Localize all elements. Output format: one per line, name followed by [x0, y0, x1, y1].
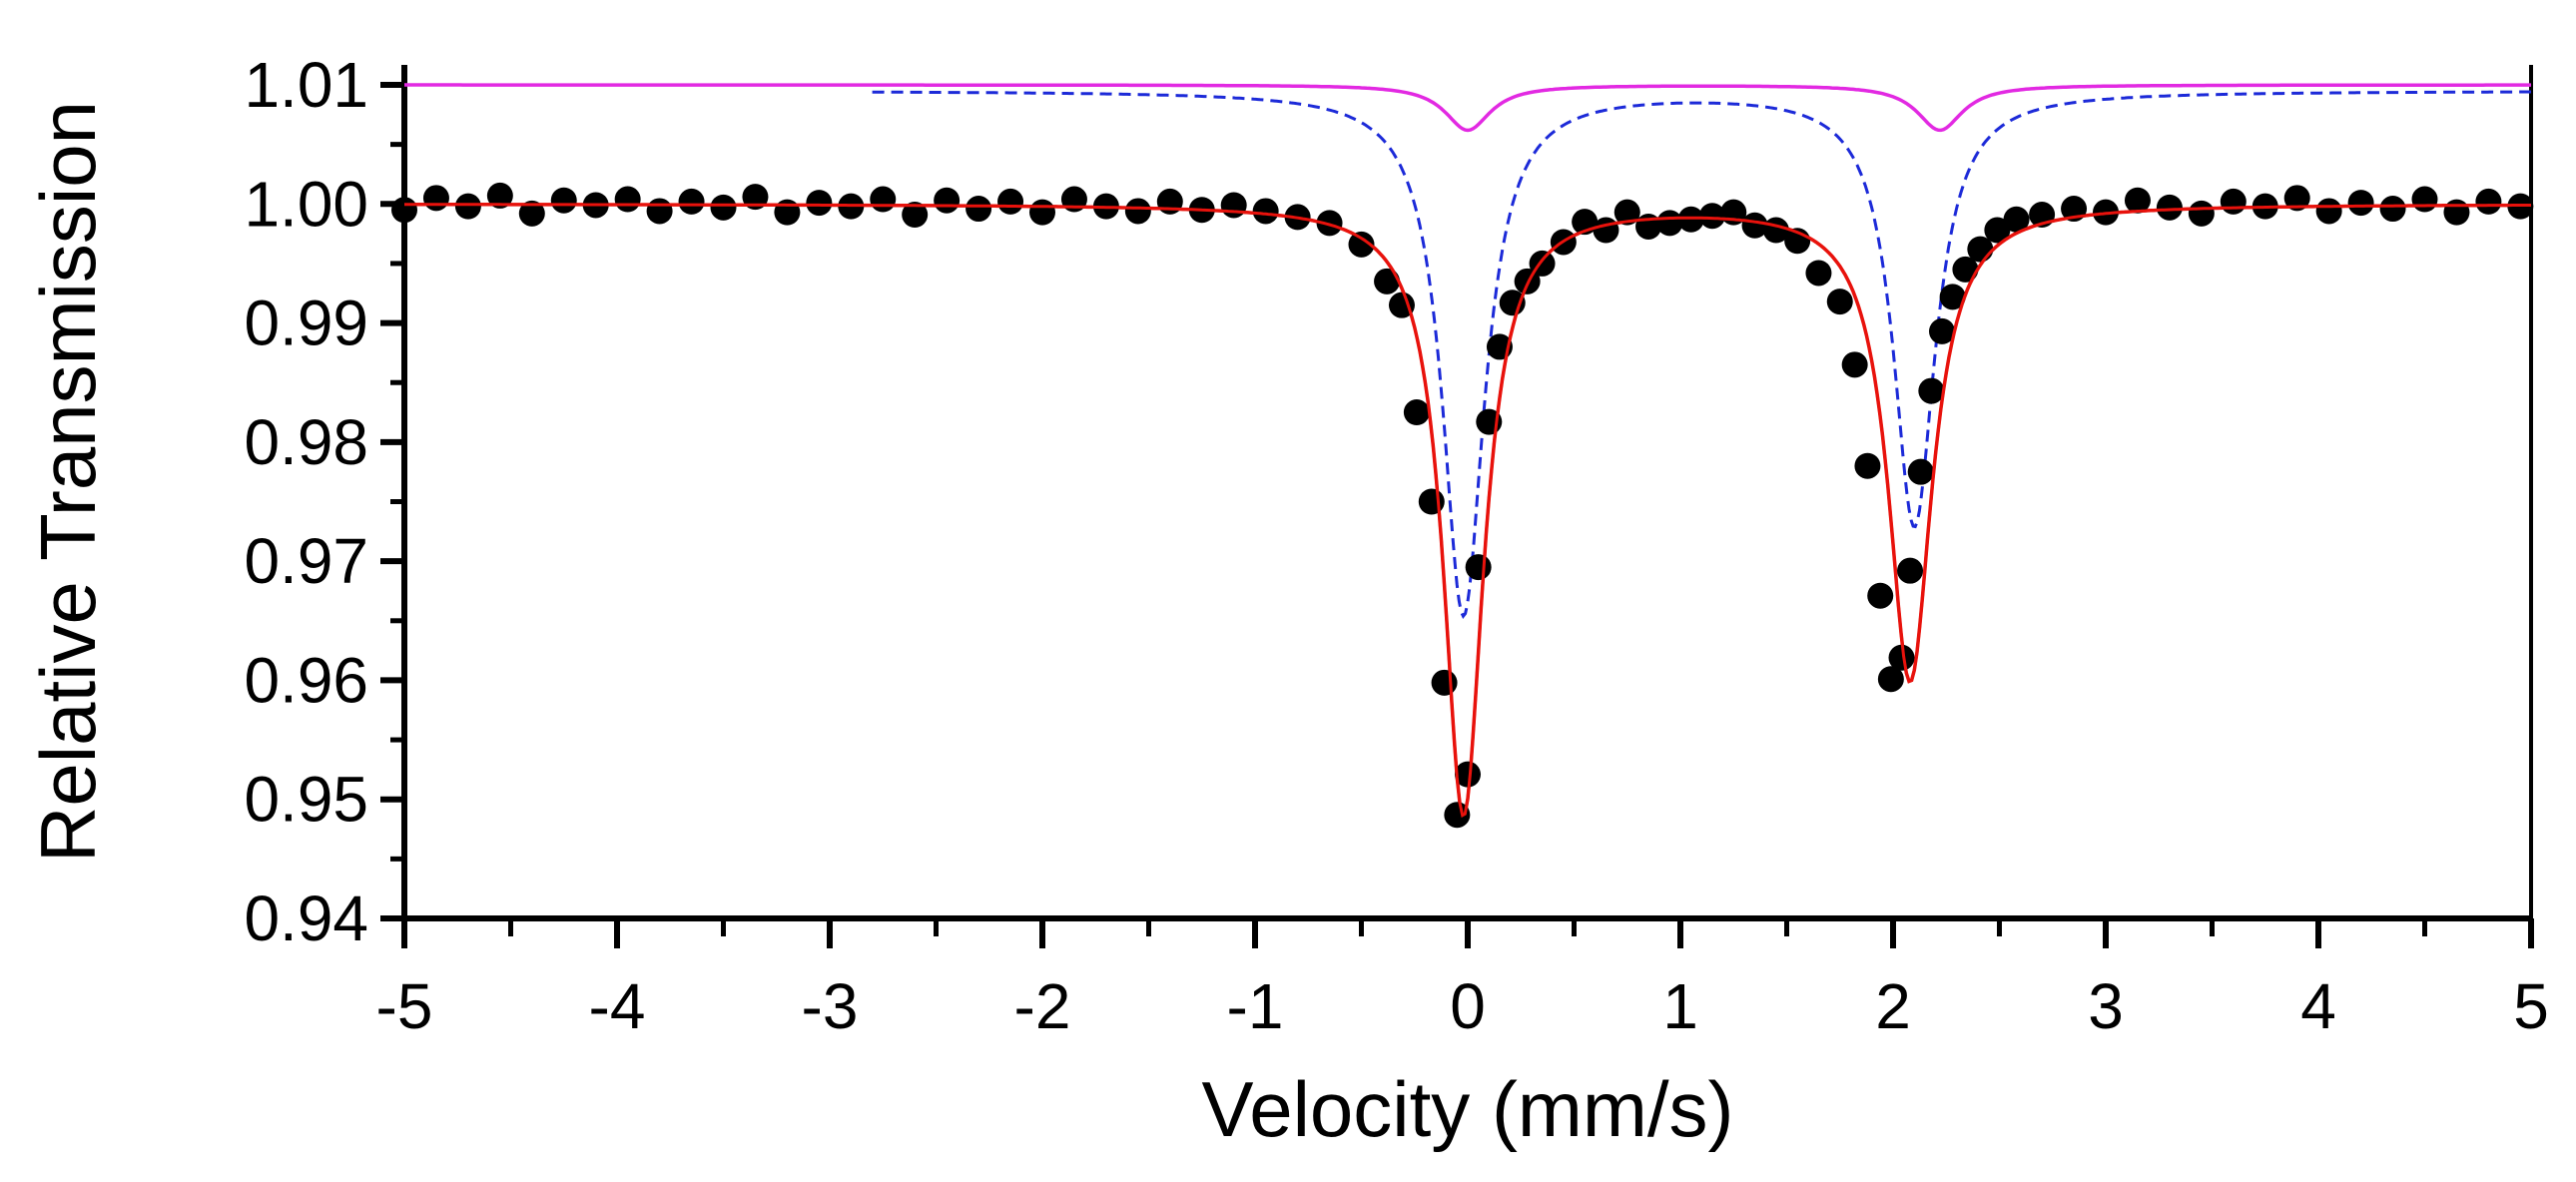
data-point	[710, 194, 737, 221]
component-1-dashed--line	[872, 90, 2531, 619]
x-tick-label: -3	[802, 970, 859, 1042]
data-point	[678, 188, 705, 215]
y-axis-ticks: 0.94 0.95 0.96 0.97 0.98 0.99 1.00 1.01	[244, 49, 404, 954]
data-point	[1316, 210, 1343, 237]
data-point	[1431, 669, 1458, 696]
fit-lines	[404, 83, 2531, 819]
data-point	[1928, 317, 1955, 344]
data-point	[742, 184, 769, 211]
data-point	[2475, 188, 2502, 215]
x-axis-title: Velocity (mm/s)	[1201, 1065, 1733, 1153]
data-point	[1897, 557, 1924, 584]
x-tick-label: -4	[589, 970, 646, 1042]
y-tick-label: 0.96	[244, 644, 368, 716]
x-tick-label: -1	[1227, 970, 1284, 1042]
data-point	[902, 202, 929, 229]
x-tick-label: 2	[1875, 970, 1911, 1042]
data-point	[454, 193, 481, 220]
data-point	[1854, 452, 1881, 479]
data-point	[1418, 488, 1445, 515]
data-point	[1613, 199, 1640, 226]
data-point	[1939, 284, 1966, 310]
data-point	[1156, 188, 1183, 215]
data-point	[1907, 458, 1934, 485]
data-point	[2379, 196, 2406, 223]
x-tick-label: 4	[2300, 970, 2336, 1042]
data-points	[391, 182, 2534, 829]
x-axis-ticks: -5 -4 -3 -2 -1 0 1 2 3 4 5	[376, 918, 2549, 1042]
x-tick-label: 3	[2088, 970, 2124, 1042]
data-point	[997, 188, 1024, 215]
data-point	[486, 182, 513, 209]
data-point	[646, 198, 673, 225]
data-point	[1444, 802, 1471, 829]
y-axis-title: Relative Transmission	[24, 101, 112, 863]
data-point	[1888, 644, 1915, 671]
data-point	[1826, 289, 1853, 315]
data-point	[2411, 186, 2438, 213]
y-tick-label: 0.97	[244, 525, 368, 597]
total-fit-overlay-line	[404, 203, 2531, 818]
data-point	[1348, 231, 1375, 258]
data-point	[2124, 187, 2151, 214]
data-point	[806, 190, 833, 217]
data-point	[870, 186, 897, 213]
y-tick-label: 0.95	[244, 764, 368, 836]
data-point	[2188, 200, 2215, 227]
y-tick-label: 0.99	[244, 288, 368, 359]
data-point	[2156, 194, 2183, 221]
data-point	[1220, 192, 1247, 219]
total-fit-line	[404, 203, 2531, 819]
data-point	[550, 187, 577, 214]
y-tick-label: 0.98	[244, 406, 368, 478]
data-point	[1698, 203, 1725, 230]
data-point	[1918, 377, 1945, 404]
data-point	[2315, 198, 2342, 225]
data-point	[2347, 190, 2374, 217]
data-point	[614, 186, 641, 213]
data-point	[1465, 554, 1492, 581]
component-2-magenta--line	[404, 83, 2531, 133]
data-point	[2220, 188, 2247, 215]
data-point	[1124, 198, 1151, 225]
data-point	[1841, 351, 1868, 378]
data-point	[2003, 206, 2030, 233]
x-tick-label: -5	[376, 970, 433, 1042]
data-point	[1388, 292, 1415, 318]
x-tick-label: -2	[1014, 970, 1071, 1042]
y-tick-label: 0.94	[244, 883, 368, 954]
data-point	[774, 199, 801, 226]
data-point	[1741, 212, 1768, 239]
data-point	[518, 200, 545, 227]
data-point	[1867, 582, 1894, 609]
data-point	[2283, 185, 2310, 212]
data-point	[1952, 256, 1979, 283]
data-point	[934, 187, 961, 214]
data-point	[1877, 666, 1904, 693]
y-tick-label: 1.00	[244, 168, 368, 240]
y-tick-label: 1.01	[244, 49, 368, 121]
data-point	[1403, 399, 1430, 426]
x-tick-label: 5	[2513, 970, 2549, 1042]
data-point	[1593, 217, 1619, 244]
data-point	[422, 185, 449, 212]
x-tick-label: 0	[1450, 970, 1486, 1042]
data-point	[1252, 198, 1279, 225]
data-point	[1455, 761, 1481, 788]
data-point	[1029, 199, 1055, 226]
data-point	[1805, 260, 1832, 287]
data-point	[1677, 206, 1704, 233]
data-point	[966, 196, 992, 223]
data-point	[1374, 268, 1401, 295]
data-point	[1984, 217, 2011, 244]
data-point	[2443, 199, 2470, 226]
x-tick-label: 1	[1662, 970, 1698, 1042]
data-point	[391, 197, 417, 224]
